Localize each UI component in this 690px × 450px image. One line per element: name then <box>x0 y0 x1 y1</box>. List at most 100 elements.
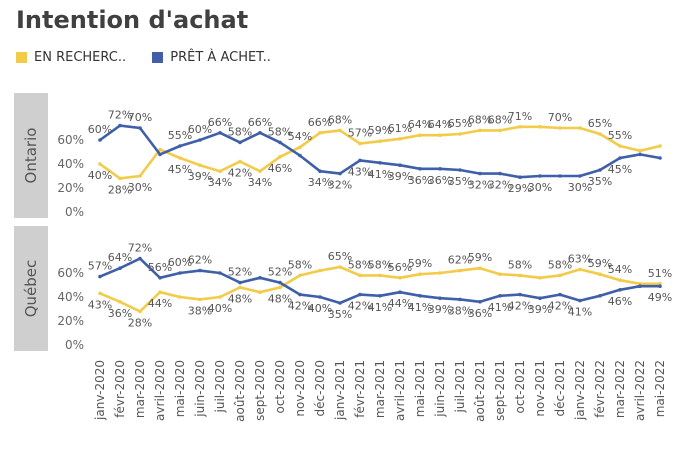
data-label: 65% <box>328 250 352 263</box>
data-label: 44% <box>388 297 412 310</box>
data-point <box>578 174 582 178</box>
data-point <box>238 285 242 290</box>
data-label: 58% <box>268 125 292 138</box>
data-point <box>618 278 622 283</box>
data-point <box>278 140 282 145</box>
data-point <box>118 123 122 128</box>
data-point <box>538 125 542 129</box>
data-label: 34% <box>308 176 332 189</box>
data-label: 40% <box>308 302 332 315</box>
data-point <box>658 156 662 160</box>
y-tick-label: 60% <box>57 266 84 280</box>
data-label: 41% <box>488 301 512 314</box>
data-point <box>178 295 182 299</box>
data-label: 71% <box>508 110 532 123</box>
data-point <box>138 309 142 314</box>
y-tick-label: 40% <box>57 157 84 171</box>
x-tick-label: nov-2020 <box>293 360 307 417</box>
data-point <box>598 168 602 172</box>
data-point <box>198 163 202 167</box>
data-point <box>118 266 122 271</box>
panel-band-ontario <box>14 93 48 218</box>
data-label: 35% <box>588 175 612 188</box>
data-point <box>238 140 242 145</box>
y-tick-label: 40% <box>57 290 84 304</box>
data-point <box>518 292 522 297</box>
data-point <box>258 290 262 295</box>
data-point <box>398 290 402 295</box>
data-point <box>98 291 102 296</box>
data-label: 55% <box>168 129 192 142</box>
x-tick-label: mai-2022 <box>653 360 667 417</box>
data-point <box>458 297 462 302</box>
data-label: 65% <box>448 117 472 130</box>
data-label: 42% <box>548 300 572 313</box>
data-label: 59% <box>588 257 612 270</box>
data-label: 46% <box>608 295 632 308</box>
data-label: 58% <box>548 258 572 271</box>
data-label: 66% <box>208 116 232 129</box>
data-point <box>578 298 582 303</box>
data-label: 43% <box>348 165 372 178</box>
data-label: 64% <box>108 251 132 264</box>
data-label: 70% <box>548 111 572 124</box>
data-label: 72% <box>108 109 132 122</box>
data-point <box>498 294 502 298</box>
x-tick-label: janv-2022 <box>573 360 587 421</box>
data-point <box>538 174 542 178</box>
data-label: 40% <box>88 169 112 182</box>
x-tick-label: sept-2021 <box>493 360 507 421</box>
data-point <box>158 276 162 280</box>
data-label: 70% <box>128 111 152 124</box>
data-point <box>598 132 602 136</box>
data-label: 65% <box>588 117 612 130</box>
data-point <box>618 156 622 160</box>
data-label: 42% <box>508 300 532 313</box>
data-label: 34% <box>248 176 272 189</box>
data-point <box>598 272 602 277</box>
data-point <box>478 300 482 304</box>
data-label: 64% <box>428 118 452 131</box>
data-label: 54% <box>288 130 312 143</box>
data-label: 63% <box>568 252 592 265</box>
data-point <box>478 266 482 271</box>
data-label: 58% <box>368 258 392 271</box>
data-label: 62% <box>448 254 472 267</box>
data-label: 36% <box>468 307 492 320</box>
data-point <box>338 171 342 176</box>
y-tick-label: 60% <box>57 133 84 147</box>
data-point <box>118 176 122 181</box>
data-label: 42% <box>288 300 312 313</box>
data-point <box>658 284 662 289</box>
data-point <box>138 256 142 261</box>
data-point <box>198 138 202 142</box>
data-label: 72% <box>128 242 152 255</box>
data-point <box>218 131 222 135</box>
x-tick-label: avril-2022 <box>633 360 647 421</box>
y-tick-label: 0% <box>65 338 84 352</box>
data-label: 28% <box>108 183 132 196</box>
data-point <box>298 273 302 278</box>
data-label: 48% <box>268 292 292 305</box>
x-tick-label: juil-2020 <box>213 360 227 413</box>
data-label: 54% <box>608 263 632 276</box>
data-point <box>258 169 262 173</box>
data-point <box>558 126 562 130</box>
legend-item-ready[interactable]: PRÊT À ACHET.. <box>152 50 271 65</box>
data-point <box>98 138 102 142</box>
x-tick-label: déc-2020 <box>313 360 327 416</box>
y-tick-label: 0% <box>65 205 84 219</box>
data-point <box>438 271 442 275</box>
data-label: 44% <box>148 297 172 310</box>
data-label: 57% <box>88 260 112 273</box>
legend-item-searching[interactable]: EN RECHERC.. <box>16 50 126 65</box>
data-point <box>198 268 202 273</box>
data-point <box>458 268 462 273</box>
data-point <box>98 162 102 166</box>
data-label: 32% <box>468 179 492 192</box>
data-label: 68% <box>488 113 512 126</box>
data-label: 58% <box>228 125 252 138</box>
data-label: 56% <box>388 261 412 274</box>
data-point <box>238 280 242 285</box>
